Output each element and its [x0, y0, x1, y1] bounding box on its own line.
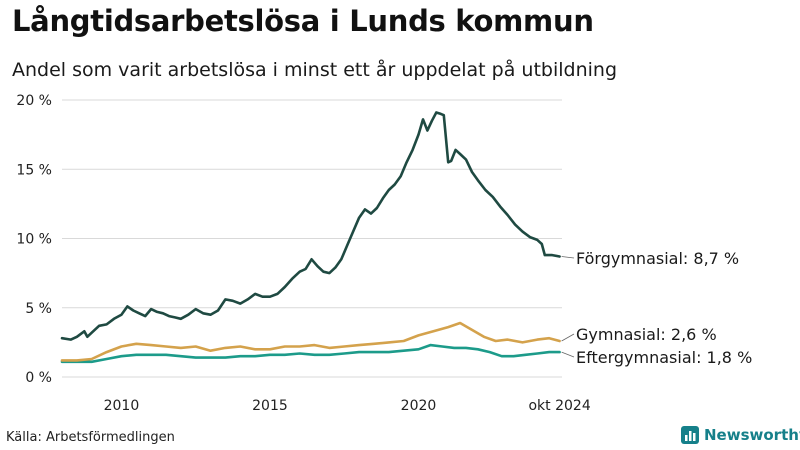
series-end-label-gymnasial: Gymnasial: 2,6 % — [576, 325, 717, 344]
brand-name: Newsworthy — [704, 426, 800, 444]
chart-grid — [62, 99, 562, 378]
source-note: Källa: Arbetsförmedlingen — [6, 430, 175, 445]
chart-subtitle: Andel som varit arbetslösa i minst ett å… — [12, 59, 618, 81]
x-tick-label: 2010 — [104, 398, 140, 414]
x-tick-label: 2020 — [401, 398, 437, 414]
bar-chart-icon — [681, 426, 699, 444]
y-tick-label: 15 % — [16, 162, 52, 178]
series-end-label-forgymnasial: Förgymnasial: 8,7 % — [576, 249, 739, 268]
newsworthy-logo: Newsworthy — [681, 426, 800, 444]
label-leader-forgymnasial — [561, 256, 575, 259]
series-line-eftergymnasial — [60, 343, 561, 364]
label-leader-gymnasial — [561, 333, 575, 342]
chart-title: Långtidsarbetslösa i Lunds kommun — [12, 4, 594, 38]
y-tick-label: 0 % — [25, 370, 52, 386]
series-line-forgymnasial — [60, 111, 561, 341]
x-tick-label: okt 2024 — [528, 398, 590, 414]
y-tick-label: 10 % — [16, 232, 52, 248]
series-end-label-eftergymnasial: Eftergymnasial: 1,8 % — [576, 348, 752, 367]
y-axis: 0 % 5 % 10 % 15 % 20 % — [16, 93, 52, 386]
y-tick-label: 20 % — [16, 93, 52, 109]
x-tick-label: 2015 — [252, 398, 288, 414]
chart-series — [60, 111, 561, 364]
line-chart: 0 %5 %10 %15 %20 % 2010 2015 2020 okt 2024 … — [16, 93, 752, 414]
series-line-gymnasial — [60, 321, 561, 362]
x-axis: 2010 2015 2020 okt 2024 — [104, 398, 591, 414]
series-end-labels: Förgymnasial: 8,7 % Gymnasial: 2,6 % Efter… — [561, 249, 752, 367]
y-tick-label: 5 % — [25, 301, 52, 317]
label-leader-eftergymnasial — [561, 351, 575, 358]
